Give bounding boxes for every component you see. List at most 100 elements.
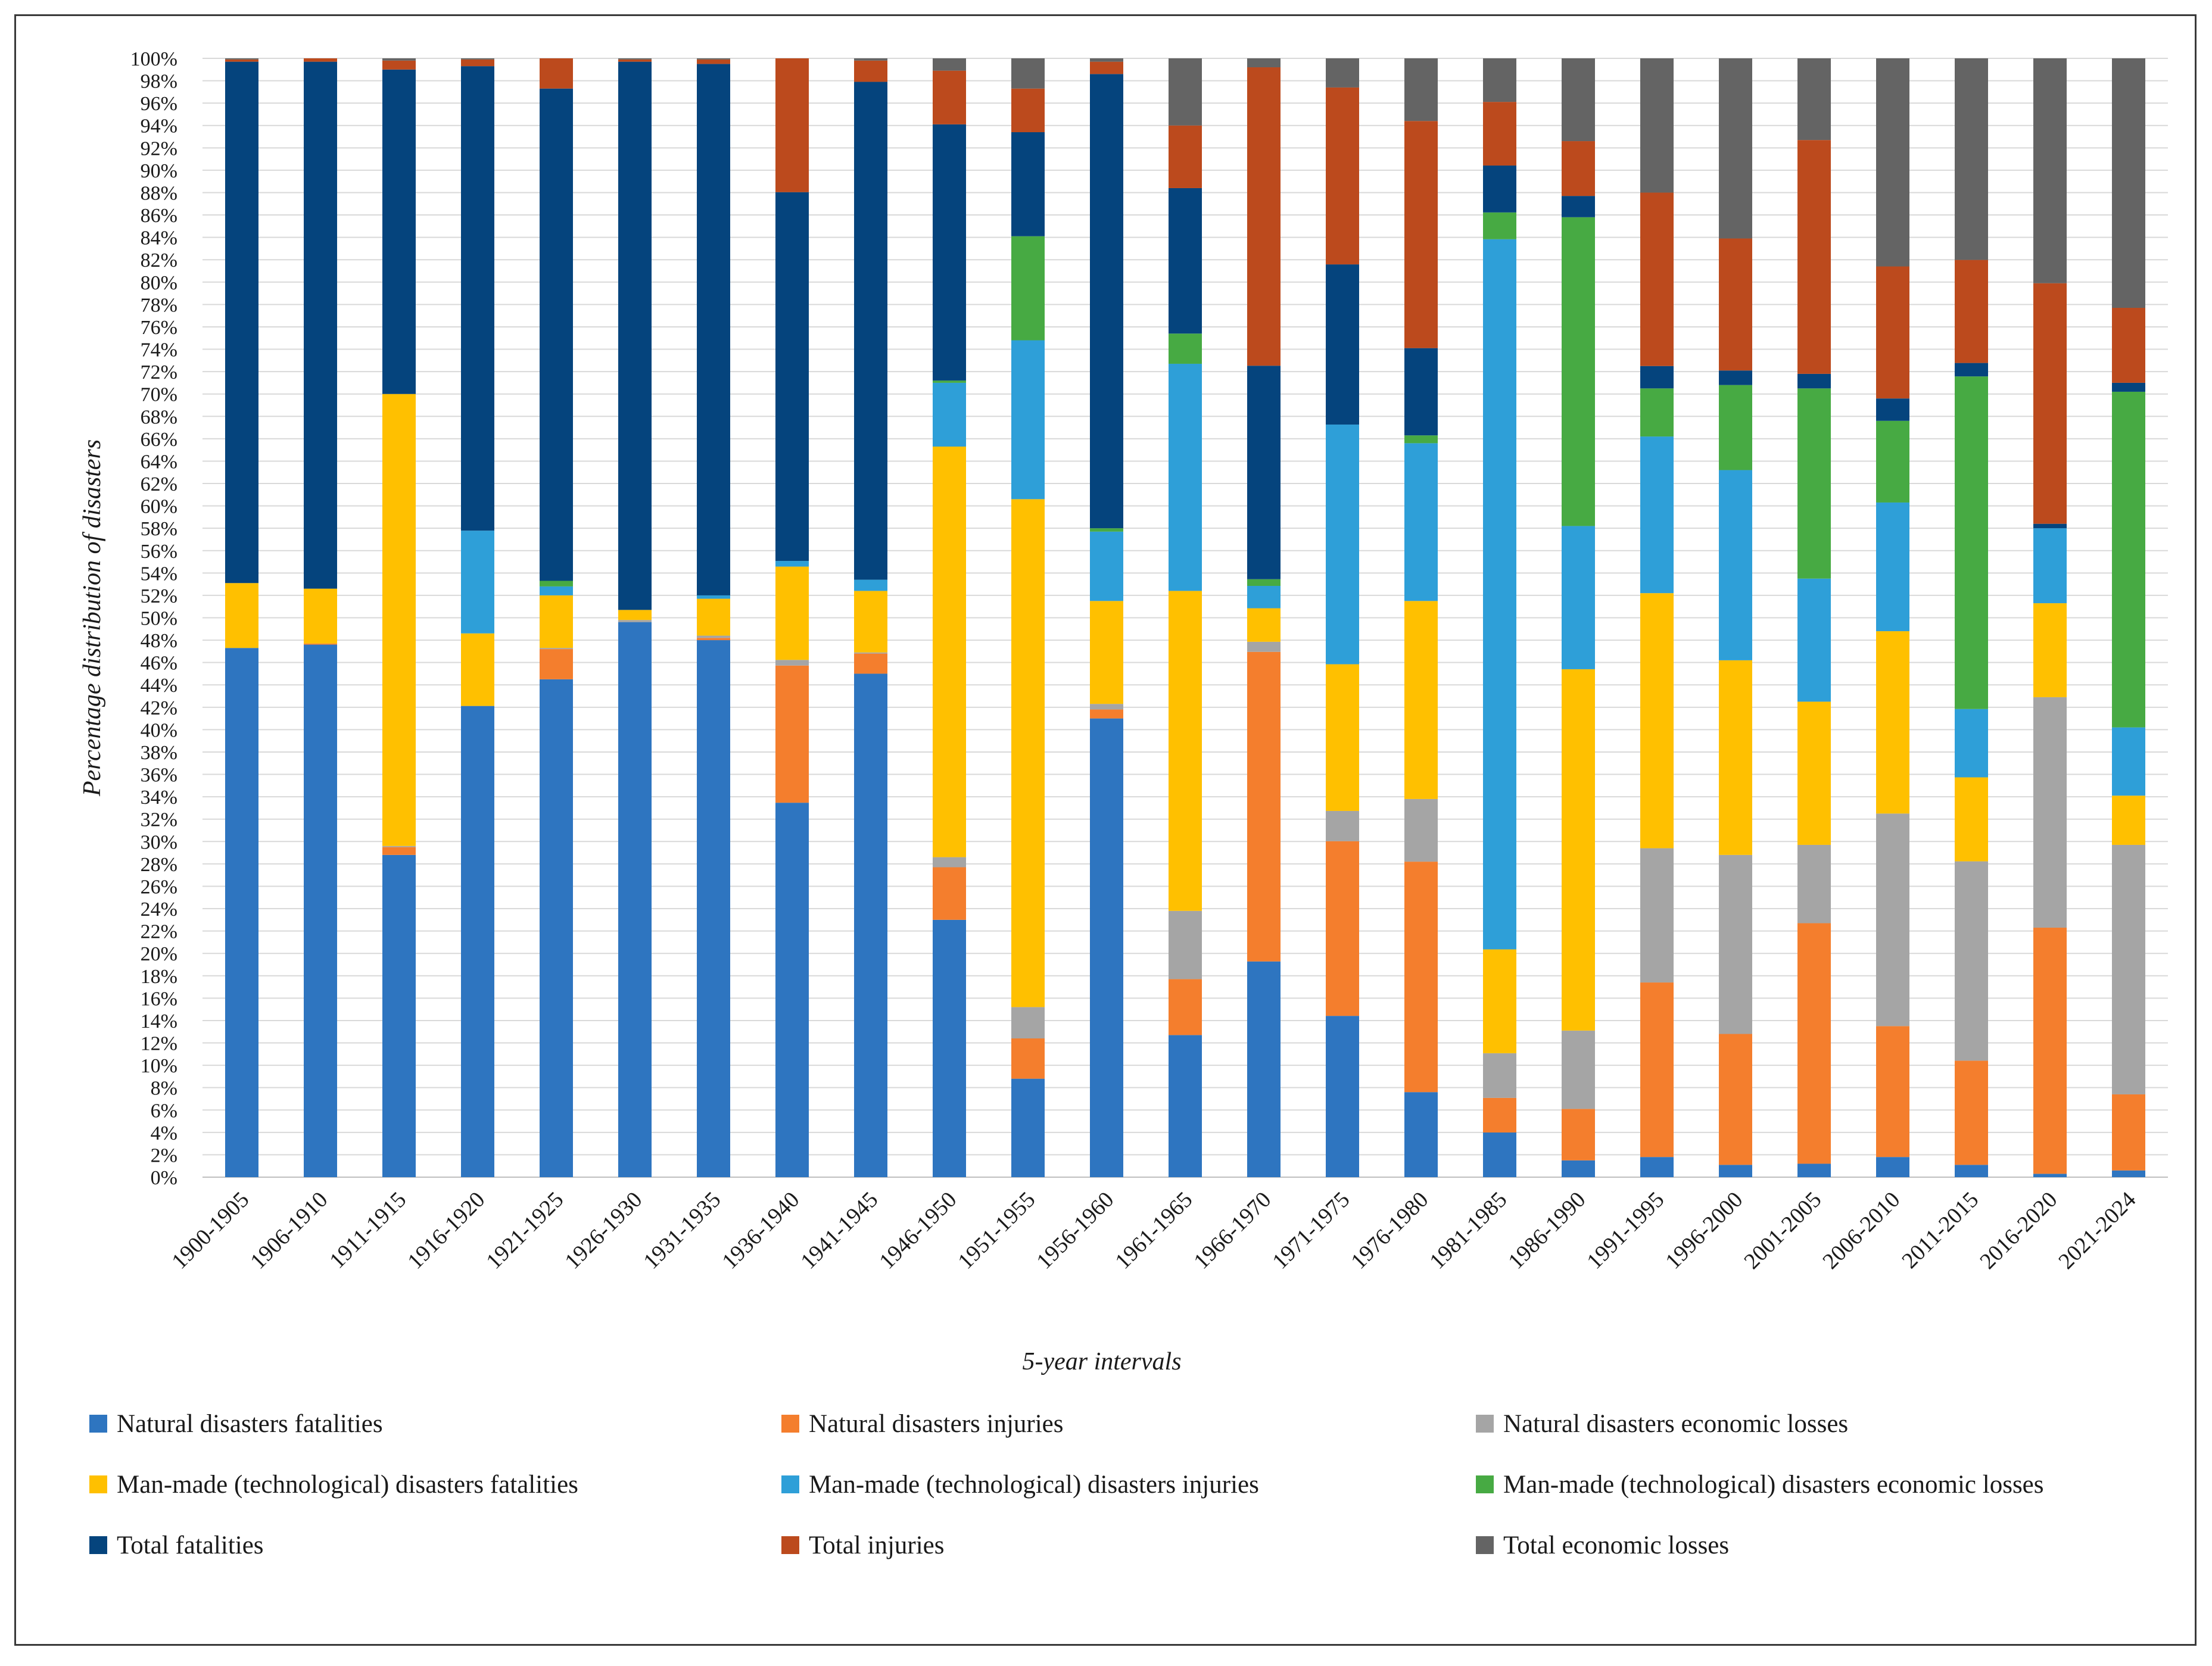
bar-segment — [697, 59, 730, 64]
y-tick-label: 20% — [141, 943, 177, 965]
bar-segment — [540, 88, 573, 581]
bar-segment — [1247, 579, 1281, 586]
legend-swatch — [781, 1536, 799, 1554]
y-axis-ticks: 0%2%4%6%8%10%12%14%16%18%20%22%24%26%28%… — [130, 48, 177, 1189]
bar-segment — [1719, 370, 1752, 385]
x-axis-title: 5-year intervals — [1022, 1348, 1181, 1375]
bar-segment — [1404, 58, 1438, 121]
bar-segment — [1090, 61, 1123, 74]
bar-segment — [1797, 923, 1831, 1164]
bar-segment — [1797, 58, 1831, 141]
y-tick-label: 96% — [141, 93, 177, 115]
x-tick-label: 2011-2015 — [1897, 1187, 1983, 1274]
bar-segment — [775, 58, 809, 192]
legend-swatch — [1476, 1415, 1494, 1433]
y-tick-label: 70% — [141, 384, 177, 406]
x-tick-label: 1906-1910 — [245, 1187, 332, 1274]
bar-segment — [2112, 1170, 2145, 1177]
bar-segment — [304, 643, 337, 645]
bar-segment — [1090, 528, 1123, 532]
y-tick-label: 60% — [141, 496, 177, 518]
bar-segment — [1797, 388, 1831, 579]
bar-segment — [1090, 704, 1123, 710]
bar-segment — [933, 124, 966, 381]
y-tick-label: 68% — [141, 406, 177, 428]
x-tick-label: 2006-2010 — [1818, 1187, 1905, 1274]
bar-segment — [1404, 601, 1438, 799]
bar-segment — [1090, 531, 1123, 601]
bar-segment — [1011, 236, 1045, 341]
bar-segment — [2033, 927, 2067, 1174]
bar-segment — [1876, 1157, 1909, 1177]
bar-segment — [1326, 425, 1359, 664]
legend-label: Total injuries — [809, 1531, 944, 1559]
legend-swatch — [89, 1536, 107, 1554]
bar-segment — [1326, 810, 1359, 841]
x-tick-label: 1900-1905 — [167, 1187, 254, 1274]
bar-segment — [1483, 1132, 1516, 1177]
y-tick-label: 26% — [141, 876, 177, 898]
bar-segment — [1404, 1092, 1438, 1177]
y-tick-label: 92% — [141, 138, 177, 160]
bar-segment — [2112, 844, 2145, 1094]
bar-segment — [933, 857, 966, 868]
bar-segment — [1169, 333, 1202, 364]
bar-segment — [1404, 862, 1438, 1093]
x-tick-label: 1926-1930 — [560, 1187, 647, 1274]
bar-segment — [1797, 578, 1831, 702]
bar-segment — [461, 58, 494, 60]
bar-segment — [854, 82, 887, 580]
x-tick-label: 1916-1920 — [403, 1187, 490, 1274]
bar-segment — [854, 652, 887, 654]
bar-segment — [854, 579, 887, 591]
bar-segment — [1562, 1160, 1595, 1177]
bar-segment — [225, 583, 258, 648]
y-tick-label: 90% — [141, 160, 177, 182]
y-tick-label: 44% — [141, 675, 177, 697]
bar-segment — [1955, 376, 1988, 709]
bar-segment — [1483, 1053, 1516, 1098]
bar-segment — [1404, 798, 1438, 862]
bar-segment — [697, 640, 730, 1177]
bar-segment — [540, 58, 573, 89]
x-tick-label: 1961-1965 — [1110, 1187, 1197, 1274]
bar-segment — [775, 665, 809, 803]
x-axis-ticks: 1900-19051906-19101911-19151916-19201921… — [167, 1187, 2141, 1274]
bar-segment — [1011, 58, 1045, 89]
bars — [225, 58, 2145, 1177]
bar-segment — [1562, 669, 1595, 1031]
y-tick-label: 82% — [141, 249, 177, 272]
y-tick-label: 2% — [151, 1144, 177, 1166]
bar-segment — [1719, 238, 1752, 371]
y-tick-label: 22% — [141, 921, 177, 943]
legend-label: Man-made (technological) disasters econo… — [1503, 1471, 2044, 1499]
bar-segment — [1483, 212, 1516, 239]
bar-segment — [1483, 58, 1516, 102]
y-tick-label: 74% — [141, 339, 177, 361]
bar-segment — [1955, 861, 1988, 1061]
y-tick-label: 84% — [141, 227, 177, 249]
x-tick-label: 2016-2020 — [1975, 1187, 2062, 1274]
y-tick-label: 50% — [141, 608, 177, 630]
bar-segment — [382, 854, 416, 1177]
bar-segment — [775, 566, 809, 660]
bar-segment — [933, 919, 966, 1177]
x-tick-label: 1976-1980 — [1346, 1187, 1433, 1274]
bar-segment — [1640, 593, 1674, 848]
y-tick-label: 36% — [141, 765, 177, 787]
bar-segment — [933, 382, 966, 447]
y-tick-label: 32% — [141, 809, 177, 831]
bar-segment — [1955, 777, 1988, 862]
legend-label: Natural disasters fatalities — [117, 1410, 383, 1438]
bar-segment — [1640, 388, 1674, 437]
bar-segment — [775, 660, 809, 666]
y-tick-label: 38% — [141, 742, 177, 764]
bar-segment — [854, 673, 887, 1177]
bar-segment — [1090, 74, 1123, 529]
bar-segment — [1876, 398, 1909, 421]
bar-segment — [1562, 141, 1595, 196]
legend-label: Man-made (technological) disasters injur… — [809, 1471, 1259, 1499]
bar-segment — [1247, 58, 1281, 68]
bar-segment — [461, 531, 494, 634]
bar-segment — [1483, 239, 1516, 950]
